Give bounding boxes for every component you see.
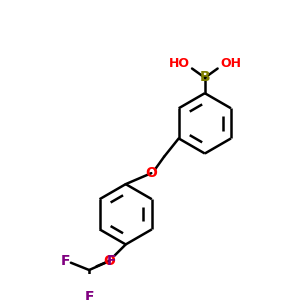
Text: OH: OH <box>220 57 241 70</box>
Text: B: B <box>200 70 210 84</box>
Text: F: F <box>61 254 70 268</box>
Text: HO: HO <box>169 57 190 70</box>
Text: O: O <box>146 166 157 180</box>
Text: F: F <box>106 254 116 268</box>
Text: F: F <box>84 290 94 300</box>
Text: O: O <box>103 254 115 268</box>
